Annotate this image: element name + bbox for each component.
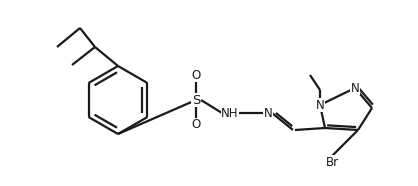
Text: N: N: [351, 81, 359, 94]
Text: N: N: [316, 99, 324, 111]
Text: O: O: [191, 118, 201, 132]
Text: S: S: [192, 94, 200, 107]
Text: NH: NH: [221, 107, 239, 119]
Text: Br: Br: [326, 155, 339, 169]
Text: N: N: [264, 107, 273, 119]
Text: O: O: [191, 68, 201, 81]
